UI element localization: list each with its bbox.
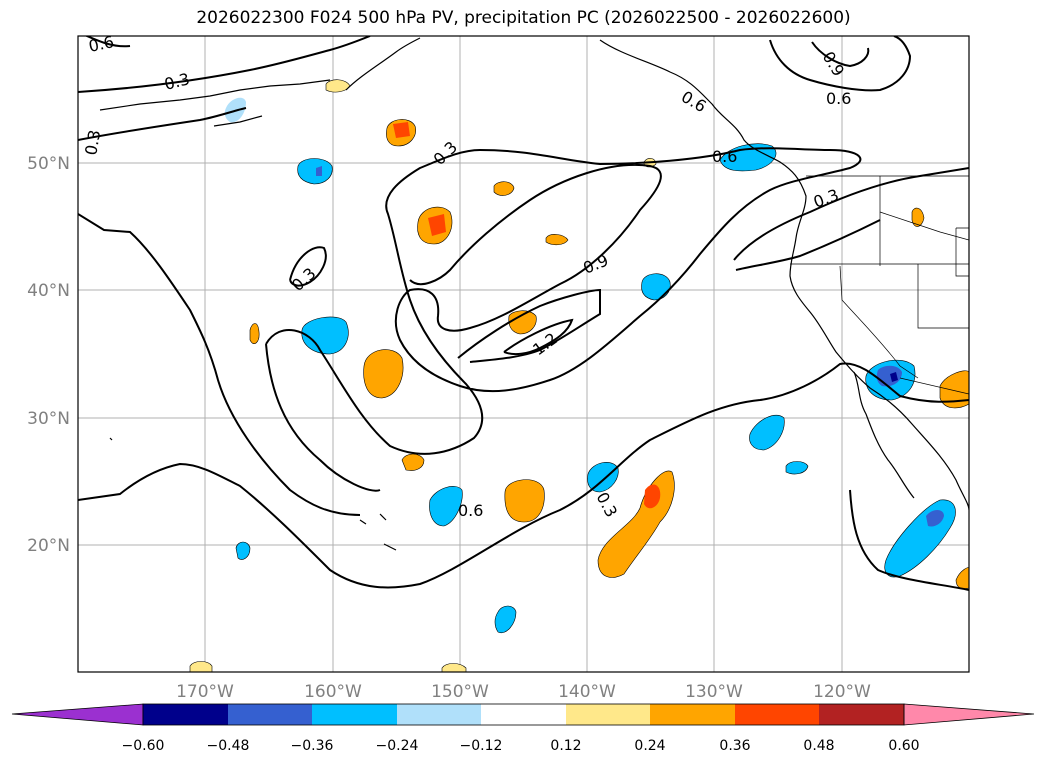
colorbar: −0.60 −0.48 −0.36 −0.24 −0.12 0.12 0.24 … xyxy=(11,703,1035,754)
lat-tick-labels: 20°N 30°N 40°N 50°N xyxy=(27,154,70,556)
colorbar-segment xyxy=(228,704,312,725)
colorbar-segment xyxy=(735,704,819,725)
lat-tick-label: 40°N xyxy=(27,281,70,301)
colorbar-extend-low xyxy=(11,703,144,726)
gridlines xyxy=(78,36,969,672)
colorbar-segment xyxy=(143,704,228,725)
contour-label: 0.3 xyxy=(81,128,104,156)
contour-label: 0.6 xyxy=(712,147,737,166)
colorbar-tick-label: −0.60 xyxy=(122,738,165,754)
coastlines xyxy=(99,37,969,551)
colorbar-tick-label: −0.36 xyxy=(291,738,334,754)
colorbar-frame xyxy=(142,703,905,726)
colorbar-tick-labels: −0.60 −0.48 −0.36 −0.24 −0.12 0.12 0.24 … xyxy=(122,738,920,754)
lat-tick-label: 20°N xyxy=(27,536,70,556)
colorbar-tick-label: −0.24 xyxy=(376,738,419,754)
contour-label: 0.6 xyxy=(458,501,483,520)
colorbar-segment xyxy=(397,704,481,725)
colorbar-tick-label: 0.60 xyxy=(888,738,919,754)
lon-tick-label: 170°W xyxy=(176,682,234,702)
pv-contours xyxy=(78,36,969,591)
precipitation-blobs xyxy=(189,79,969,672)
colorbar-tick-label: 0.48 xyxy=(803,738,834,754)
colorbar-segment xyxy=(566,704,650,725)
colorbar-segment xyxy=(650,704,735,725)
lon-tick-label: 140°W xyxy=(558,682,616,702)
colorbar-tick-label: 0.12 xyxy=(550,738,581,754)
colorbar-segment xyxy=(481,704,566,725)
lon-tick-label: 160°W xyxy=(304,682,362,702)
map-title: 2026022300 F024 500 hPa PV, precipitatio… xyxy=(196,8,851,28)
colorbar-tick-label: 0.36 xyxy=(719,738,750,754)
map-frame xyxy=(77,35,970,673)
lon-tick-label: 120°W xyxy=(813,682,871,702)
state-borders xyxy=(790,175,969,395)
contour-label: 0.6 xyxy=(87,32,116,56)
colorbar-extend-high xyxy=(903,703,1035,726)
lon-tick-label: 130°W xyxy=(685,682,743,702)
lon-tick-labels: 170°W 160°W 150°W 140°W 130°W 120°W xyxy=(176,682,871,702)
colorbar-tick-label: 0.24 xyxy=(634,738,665,754)
lon-tick-label: 150°W xyxy=(431,682,489,702)
colorbar-segment xyxy=(312,704,397,725)
lat-tick-label: 30°N xyxy=(27,409,70,429)
colorbar-tick-label: −0.12 xyxy=(460,738,503,754)
colorbar-segment xyxy=(819,704,904,725)
lat-tick-label: 50°N xyxy=(27,154,70,174)
colorbar-tick-label: −0.48 xyxy=(207,738,250,754)
contour-label: 0.6 xyxy=(826,89,851,108)
